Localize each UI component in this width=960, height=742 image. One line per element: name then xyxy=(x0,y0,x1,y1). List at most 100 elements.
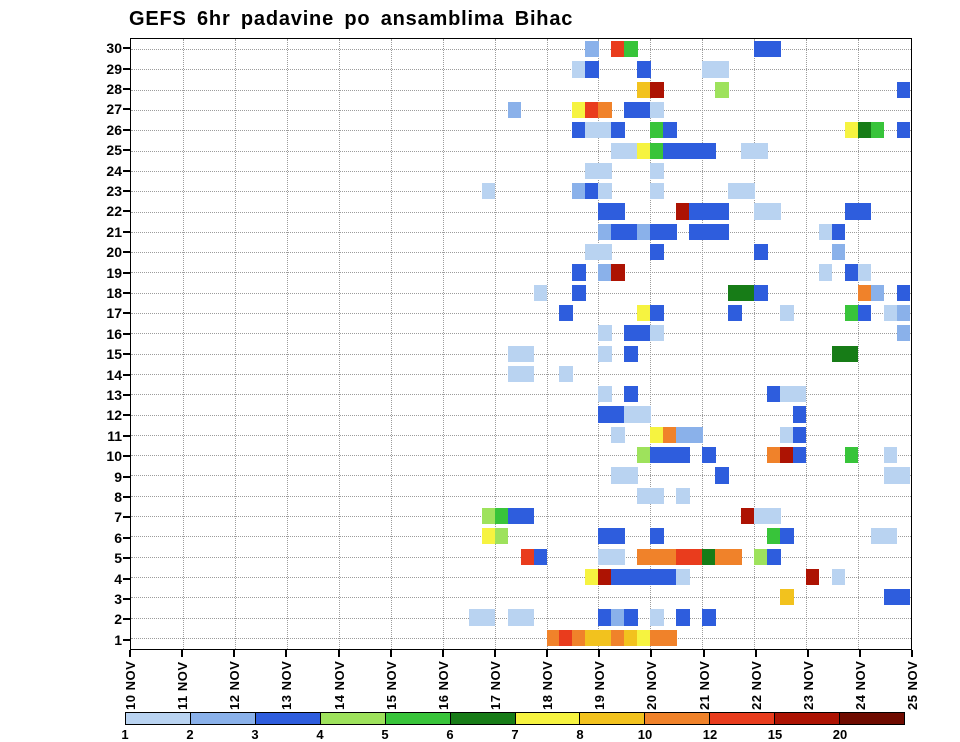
grid-line-horizontal xyxy=(131,69,911,71)
y-axis-tick xyxy=(123,271,130,274)
heatmap-cell xyxy=(494,507,508,525)
heatmap-cell xyxy=(520,365,534,383)
y-axis-member-label: 28 xyxy=(106,81,122,97)
heatmap-cell xyxy=(650,487,664,504)
y-axis-tick xyxy=(123,230,130,233)
heatmap-cell xyxy=(572,101,586,119)
heatmap-cell xyxy=(754,142,768,159)
heatmap-cell xyxy=(572,122,586,139)
y-axis-tick xyxy=(123,455,130,458)
heatmap-cell xyxy=(780,426,794,443)
heatmap-cell xyxy=(624,386,638,403)
heatmap-cell xyxy=(611,406,625,423)
heatmap-cell xyxy=(598,406,612,423)
y-axis-tick xyxy=(123,516,130,519)
y-axis-member-label: 20 xyxy=(106,244,122,261)
colorbar-value-label: 5 xyxy=(381,727,389,742)
heatmap-cell xyxy=(507,507,521,525)
grid-line-horizontal xyxy=(131,597,911,599)
heatmap-cell xyxy=(559,365,573,383)
heatmap-cell xyxy=(481,609,495,626)
grid-line-horizontal xyxy=(131,211,911,213)
grid-line-vertical xyxy=(598,39,600,649)
heatmap-cell xyxy=(585,162,599,180)
heatmap-cell xyxy=(637,304,651,322)
y-axis-tick xyxy=(123,353,130,356)
grid-line-horizontal xyxy=(131,292,911,294)
y-axis-tick xyxy=(123,128,130,131)
y-axis-member-label: 19 xyxy=(106,264,122,281)
heatmap-cell xyxy=(650,629,664,646)
grid-line-horizontal xyxy=(131,637,911,639)
grid-line-vertical xyxy=(754,39,756,649)
heatmap-cell xyxy=(585,244,599,261)
heatmap-cell xyxy=(728,548,742,565)
heatmap-cell xyxy=(637,325,651,342)
heatmap-cell xyxy=(637,487,651,504)
heatmap-cell xyxy=(624,609,638,626)
heatmap-cell xyxy=(572,183,586,200)
heatmap-cell xyxy=(637,61,651,78)
grid-line-vertical xyxy=(234,39,236,649)
y-axis-member-label: 26 xyxy=(106,121,122,138)
heatmap-cell xyxy=(728,183,742,200)
heatmap-cell xyxy=(507,365,521,383)
colorbar-value-label: 20 xyxy=(832,727,848,742)
grid-line-horizontal xyxy=(131,191,911,193)
heatmap-cell xyxy=(884,467,898,484)
heatmap-cell xyxy=(702,203,716,220)
heatmap-cell xyxy=(598,325,612,342)
x-axis-date-label: 17 NOV xyxy=(487,660,503,710)
y-axis-member-label: 5 xyxy=(114,550,122,567)
heatmap-cell xyxy=(897,304,911,322)
heatmap-cell xyxy=(624,568,638,586)
heatmap-cell xyxy=(702,61,716,78)
heatmap-cell xyxy=(585,122,599,139)
y-axis-tick xyxy=(123,88,130,90)
heatmap-cell xyxy=(637,447,651,464)
heatmap-cell xyxy=(793,386,807,403)
heatmap-cell xyxy=(637,629,651,646)
heatmap-cell xyxy=(650,528,664,545)
heatmap-cell xyxy=(598,609,612,626)
grid-line-vertical xyxy=(650,39,652,649)
heatmap-cell xyxy=(624,467,638,484)
heatmap-cell xyxy=(650,447,664,464)
heatmap-cell xyxy=(598,122,612,139)
x-axis-tick xyxy=(389,650,392,657)
y-axis-tick xyxy=(123,496,130,498)
heatmap-cell xyxy=(897,81,911,98)
heatmap-cell xyxy=(780,589,794,606)
heatmap-cell xyxy=(650,162,664,180)
grid-line-horizontal xyxy=(131,170,911,172)
x-axis-date-label: 15 NOV xyxy=(383,660,399,710)
heatmap-cell xyxy=(754,244,768,261)
heatmap-cell xyxy=(650,325,664,342)
x-axis-date-label: 18 NOV xyxy=(540,660,556,710)
x-axis-date-label: 20 NOV xyxy=(644,660,660,710)
grid-line-vertical xyxy=(442,39,444,649)
heatmap-cell xyxy=(858,304,872,322)
heatmap-cell xyxy=(884,528,898,545)
heatmap-cell xyxy=(650,548,664,565)
heatmap-cell xyxy=(832,244,846,261)
heatmap-cell xyxy=(845,345,859,362)
heatmap-cell xyxy=(585,183,599,200)
y-axis-tick xyxy=(123,557,130,560)
heatmap-cell xyxy=(819,264,833,281)
heatmap-cell xyxy=(858,284,872,301)
heatmap-cell xyxy=(572,284,586,301)
heatmap-cell xyxy=(637,568,651,586)
heatmap-cell xyxy=(689,142,703,159)
heatmap-cell xyxy=(611,41,625,58)
x-axis-tick xyxy=(493,650,496,657)
heatmap-cell xyxy=(624,41,638,58)
heatmap-cell xyxy=(715,223,729,240)
heatmap-cell xyxy=(754,41,768,58)
heatmap-cell xyxy=(624,142,638,159)
heatmap-cell xyxy=(702,142,716,159)
x-axis-tick xyxy=(233,650,236,657)
y-axis-tick xyxy=(123,434,130,437)
colorbar-segment xyxy=(774,713,840,724)
